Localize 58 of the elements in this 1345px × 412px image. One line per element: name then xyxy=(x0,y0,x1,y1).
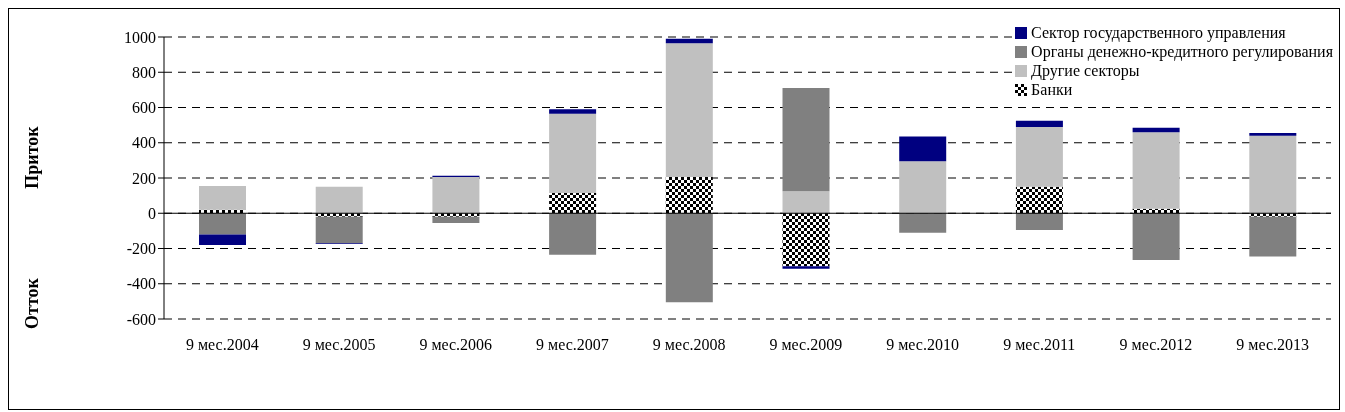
legend-label: Сектор государственного управления xyxy=(1031,23,1286,42)
y-axis-title: Приток xyxy=(21,126,43,189)
legend-label: Банки xyxy=(1031,80,1073,99)
bar xyxy=(1132,127,1180,133)
bar xyxy=(1249,133,1297,136)
bar xyxy=(665,213,713,303)
y-tick-label: -600 xyxy=(126,310,156,328)
bar xyxy=(1249,135,1297,214)
bar xyxy=(1015,126,1063,187)
bar xyxy=(315,186,363,214)
legend-label: Другие секторы xyxy=(1031,61,1140,80)
y-tick-label: 400 xyxy=(132,134,156,152)
bar xyxy=(315,216,363,244)
x-tick-label: 9 мес.2006 xyxy=(419,336,493,354)
y-tick-label: 1000 xyxy=(124,28,156,46)
bar xyxy=(549,113,597,193)
bar xyxy=(782,266,830,269)
x-tick-label: 9 мес.2005 xyxy=(302,336,376,354)
x-tick-label: 9 мес.2008 xyxy=(652,336,726,354)
bar xyxy=(549,192,597,214)
legend-label: Органы денежно-кредитного регулирования xyxy=(1031,42,1333,61)
bar xyxy=(1132,208,1180,214)
bar xyxy=(549,213,597,255)
bar xyxy=(432,216,480,223)
bar xyxy=(1015,213,1063,230)
bar xyxy=(665,43,713,178)
x-tick-label: 9 мес.2007 xyxy=(536,336,609,354)
bar xyxy=(899,136,947,162)
y-tick-label: 200 xyxy=(132,169,156,187)
y-tick-label: 0 xyxy=(148,204,156,222)
text: Отток xyxy=(21,278,43,330)
x-tick-label: 9 мес.2004 xyxy=(185,336,259,354)
bar xyxy=(782,88,830,192)
y-tick-label: -200 xyxy=(126,240,156,258)
x-tick-label: 9 мес.2012 xyxy=(1119,336,1193,354)
x-tick-label: 9 мес.2011 xyxy=(1003,336,1076,354)
bar xyxy=(899,161,947,214)
bar xyxy=(199,213,247,235)
bar xyxy=(665,177,713,214)
bar xyxy=(199,185,247,210)
bar xyxy=(1015,186,1063,214)
y-tick-label: 600 xyxy=(132,99,156,117)
y-tick-label: 800 xyxy=(132,63,156,81)
bar xyxy=(1132,132,1180,209)
bar xyxy=(432,177,480,214)
bar xyxy=(665,38,713,44)
x-tick-label: 9 мес.2010 xyxy=(886,336,959,354)
y-tick-label: -400 xyxy=(126,275,156,293)
x-tick-label: 9 мес.2013 xyxy=(1236,336,1310,354)
bar xyxy=(549,109,597,114)
bar xyxy=(1015,120,1063,127)
bar xyxy=(782,191,830,214)
bar xyxy=(1249,216,1297,257)
bar xyxy=(199,234,247,245)
bar xyxy=(782,213,830,267)
bar xyxy=(1132,213,1180,260)
bar xyxy=(899,213,947,233)
x-tick-label: 9 мес.2009 xyxy=(769,336,843,354)
